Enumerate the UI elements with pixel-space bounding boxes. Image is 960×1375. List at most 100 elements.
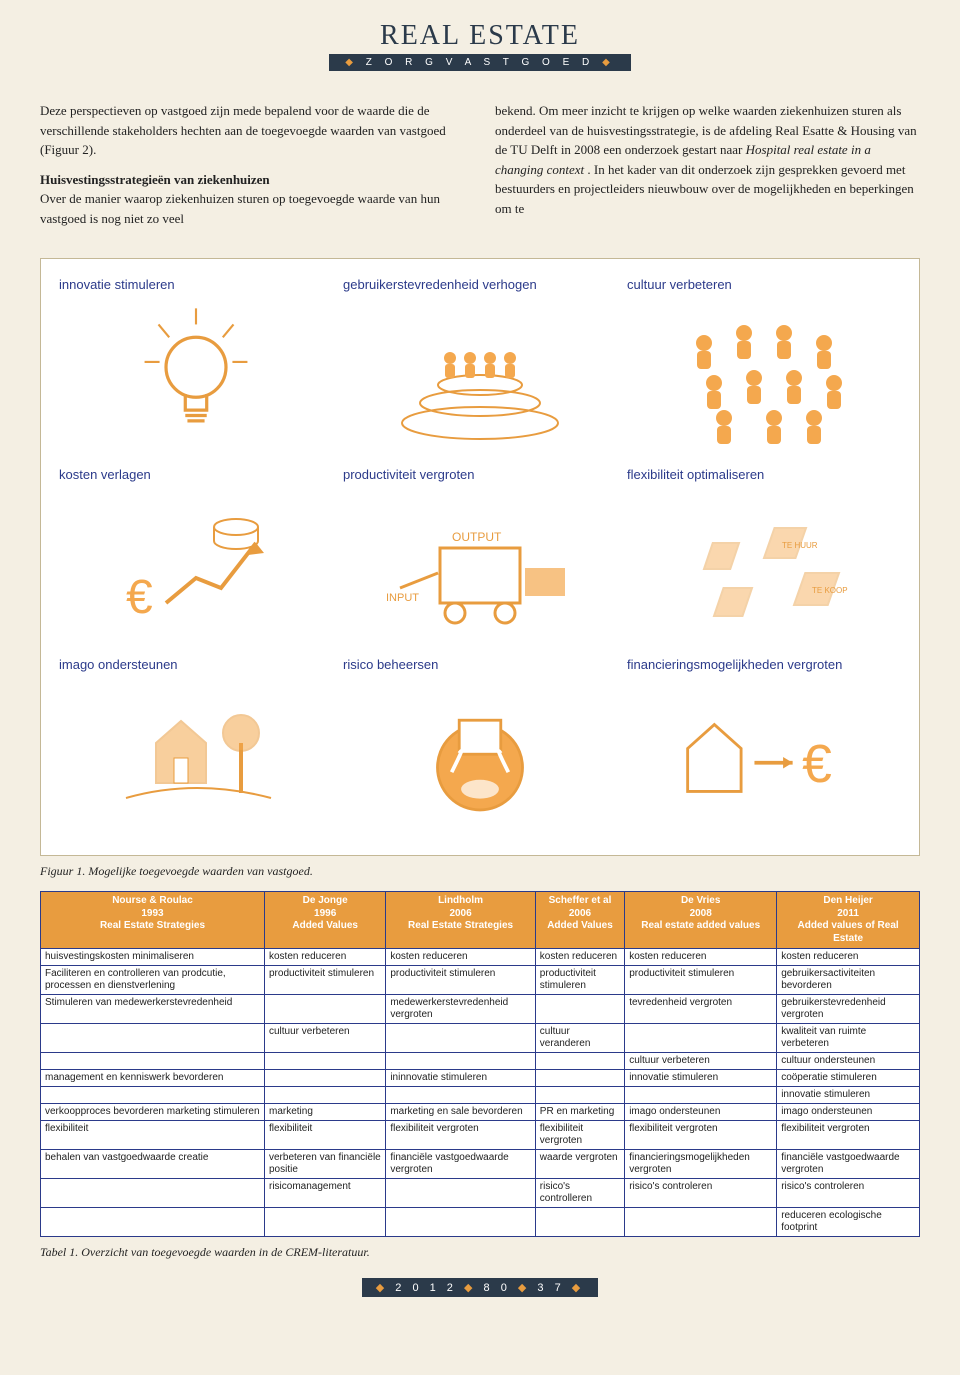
- table-row: innovatie stimuleren: [41, 1087, 920, 1104]
- table-row: behalen van vastgoedwaarde creatieverbet…: [41, 1150, 920, 1179]
- table-cell: risicomanagement: [264, 1179, 385, 1208]
- figure-cell: imago ondersteunen: [59, 657, 333, 837]
- figure-1: innovatie stimuleren gebruikerstevredenh…: [40, 258, 920, 856]
- table-header-cell: Scheffer et al2006Added Values: [535, 892, 624, 949]
- dot-icon: ◆: [345, 57, 358, 68]
- journal-subtitle-text: Z O R G V A S T G O E D: [366, 57, 595, 68]
- svg-text:€: €: [802, 734, 832, 793]
- dot-icon: ◆: [464, 1282, 476, 1294]
- figure-cell: cultuur verbeteren: [627, 277, 901, 457]
- table-row: verkoopproces bevorderen marketing stimu…: [41, 1104, 920, 1121]
- table-cell: PR en marketing: [535, 1104, 624, 1121]
- footer-year: 2 0 1 2: [395, 1282, 457, 1294]
- table-cell: productiviteit stimuleren: [535, 966, 624, 995]
- dot-icon: ◆: [572, 1282, 584, 1294]
- table-cell: waarde vergroten: [535, 1150, 624, 1179]
- table-cell: kosten reduceren: [264, 949, 385, 966]
- figure-cell: kosten verlagen €: [59, 467, 333, 647]
- table-cell: kosten reduceren: [535, 949, 624, 966]
- table-row: Stimuleren van medewerkerstevredenheidme…: [41, 995, 920, 1024]
- flex-boxes-icon: TE HUUR TE KOOP: [627, 488, 901, 647]
- table-cell: coöperatie stimuleren: [777, 1070, 920, 1087]
- masthead: REAL ESTATE ◆ Z O R G V A S T G O E D ◆: [40, 20, 920, 71]
- money-graph-icon: €: [59, 488, 333, 647]
- table-cell: [264, 1208, 385, 1237]
- house-tree-icon: [59, 678, 333, 837]
- svg-text:TE HUUR: TE HUUR: [782, 541, 818, 550]
- right-column: bekend. Om meer inzicht te krijgen op we…: [495, 101, 920, 238]
- footer: ◆ 2 0 1 2 ◆ 8 0 ◆ 3 7 ◆: [40, 1278, 920, 1297]
- table-cell: [264, 1087, 385, 1104]
- left-column: Deze perspectieven op vastgoed zijn mede…: [40, 101, 465, 238]
- atlas-box-icon: [343, 678, 617, 837]
- table-cell: cultuur ondersteunen: [777, 1053, 920, 1070]
- table-cell: marketing en sale bevorderen: [386, 1104, 535, 1121]
- table-cell: [386, 1179, 535, 1208]
- table-cell: [535, 1070, 624, 1087]
- table-1-caption: Tabel 1. Overzicht van toegevoegde waard…: [40, 1245, 920, 1260]
- figure-cell-label: innovatie stimuleren: [59, 277, 333, 292]
- table-cell: [386, 1024, 535, 1053]
- svg-text:€: €: [126, 571, 153, 624]
- table-cell: verkoopproces bevorderen marketing stimu…: [41, 1104, 265, 1121]
- table-cell: gebruikerstevredenheid vergroten: [777, 995, 920, 1024]
- svg-text:TE KOOP: TE KOOP: [812, 586, 848, 595]
- table-row: risicomanagementrisico's controllerenris…: [41, 1179, 920, 1208]
- figure-cell-label: imago ondersteunen: [59, 657, 333, 672]
- table-1-body: huisvestingskosten minimaliserenkosten r…: [41, 949, 920, 1237]
- table-cell: [264, 995, 385, 1024]
- table-cell: [264, 1070, 385, 1087]
- table-row: flexibiliteitflexibiliteitflexibiliteit …: [41, 1121, 920, 1150]
- table-cell: [535, 995, 624, 1024]
- figure-cell: productiviteit vergroten OUTPUT INPUT: [343, 467, 617, 647]
- table-cell: [386, 1087, 535, 1104]
- table-cell: kwaliteit van ruimte verbeteren: [777, 1024, 920, 1053]
- table-cell: management en kenniswerk bevorderen: [41, 1070, 265, 1087]
- table-cell: marketing: [264, 1104, 385, 1121]
- journal-title: REAL ESTATE: [40, 20, 920, 52]
- lightbulb-icon: [59, 298, 333, 457]
- dot-icon: ◆: [602, 57, 615, 68]
- table-header-cell: Nourse & Roulac1993Real Estate Strategie…: [41, 892, 265, 949]
- figure-cell-label: risico beheersen: [343, 657, 617, 672]
- table-row: management en kenniswerk bevorderenininn…: [41, 1070, 920, 1087]
- dot-icon: ◆: [376, 1282, 388, 1294]
- figure-1-grid: innovatie stimuleren gebruikerstevredenh…: [59, 277, 901, 837]
- table-cell: [535, 1208, 624, 1237]
- figure-cell-label: flexibiliteit optimaliseren: [627, 467, 901, 482]
- table-cell: [41, 1208, 265, 1237]
- table-cell: [386, 1208, 535, 1237]
- figure-cell: gebruikerstevredenheid verhogen: [343, 277, 617, 457]
- machine-output-icon: OUTPUT INPUT: [343, 488, 617, 647]
- table-cell: Faciliteren en controlleren van prodcuti…: [41, 966, 265, 995]
- table-cell: financiële vastgoedwaarde vergroten: [777, 1150, 920, 1179]
- table-cell: kosten reduceren: [625, 949, 777, 966]
- table-cell: innovatie stimuleren: [625, 1070, 777, 1087]
- table-cell: tevredenheid vergroten: [625, 995, 777, 1024]
- footer-issue: 8 0: [484, 1282, 511, 1294]
- table-cell: innovatie stimuleren: [777, 1087, 920, 1104]
- table-cell: cultuur verbeteren: [264, 1024, 385, 1053]
- podium-people-icon: [343, 298, 617, 457]
- table-cell: cultuur verbeteren: [625, 1053, 777, 1070]
- table-cell: huisvestingskosten minimaliseren: [41, 949, 265, 966]
- table-cell: gebruikersactiviteiten bevorderen: [777, 966, 920, 995]
- table-cell: kosten reduceren: [386, 949, 535, 966]
- table-cell: Stimuleren van medewerkerstevredenheid: [41, 995, 265, 1024]
- table-header-cell: De Vries2008Real estate added values: [625, 892, 777, 949]
- table-1-head: Nourse & Roulac1993Real Estate Strategie…: [41, 892, 920, 949]
- para-intro: Deze perspectieven op vastgoed zijn mede…: [40, 101, 465, 160]
- table-cell: [386, 1053, 535, 1070]
- figure-cell-label: gebruikerstevredenheid verhogen: [343, 277, 617, 292]
- table-cell: flexibiliteit vergroten: [386, 1121, 535, 1150]
- table-row: Faciliteren en controlleren van prodcuti…: [41, 966, 920, 995]
- footer-pill: ◆ 2 0 1 2 ◆ 8 0 ◆ 3 7 ◆: [362, 1278, 598, 1297]
- body-columns: Deze perspectieven op vastgoed zijn mede…: [40, 101, 920, 238]
- table-1: Nourse & Roulac1993Real Estate Strategie…: [40, 891, 920, 1237]
- figure-cell-label: kosten verlagen: [59, 467, 333, 482]
- table-cell: [41, 1053, 265, 1070]
- section-heading: Huisvestingsstrategieën van ziekenhuizen: [40, 172, 270, 187]
- table-cell: [625, 1208, 777, 1237]
- table-cell: flexibiliteit: [264, 1121, 385, 1150]
- table-cell: [41, 1179, 265, 1208]
